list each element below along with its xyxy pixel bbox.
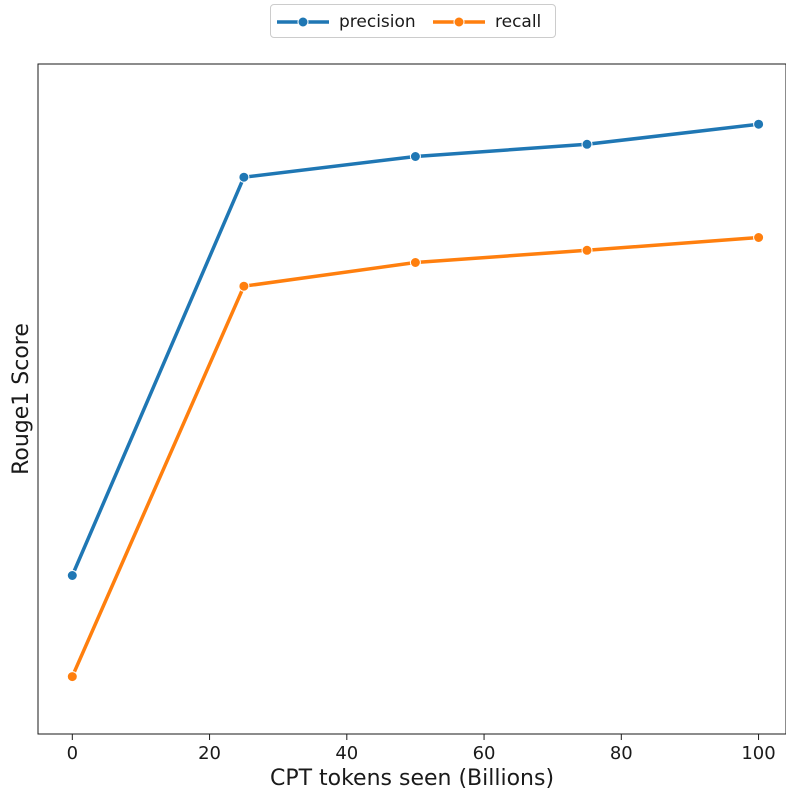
data-point-precision [581,138,593,150]
data-point-precision [66,570,78,581]
series-line-precision [70,122,759,577]
legend-label-recall: recall [495,12,542,32]
data-point-precision [238,171,250,183]
plot-area [37,63,786,735]
x-tick-label: 20 [198,743,221,764]
data-point-recall [66,671,78,683]
legend: precision recall [270,4,556,38]
legend-item-recall: recall [433,5,541,39]
x-tick-label: 100 [741,743,775,764]
series-line-recall [70,235,759,678]
legend-swatch-precision [277,16,329,28]
x-tick-label: 80 [610,743,633,764]
legend-item-precision: precision [277,5,416,39]
x-tick-label: 60 [473,743,496,764]
data-point-recall [238,280,250,292]
data-point-recall [409,257,421,268]
x-tick-label: 0 [67,743,78,764]
x-axis-title: CPT tokens seen (Billions) [270,766,554,788]
y-axis-title: Rouge1 Score [9,323,34,475]
data-point-recall [753,232,765,243]
legend-label-precision: precision [339,12,416,32]
series-layer [66,118,765,683]
data-point-precision [409,151,421,162]
data-point-recall [581,244,593,256]
x-tick-label: 40 [335,743,358,764]
data-point-precision [753,118,765,130]
x-axis-ticks: 0 20 40 60 80 100 [67,734,776,764]
legend-swatch-recall [433,16,485,28]
